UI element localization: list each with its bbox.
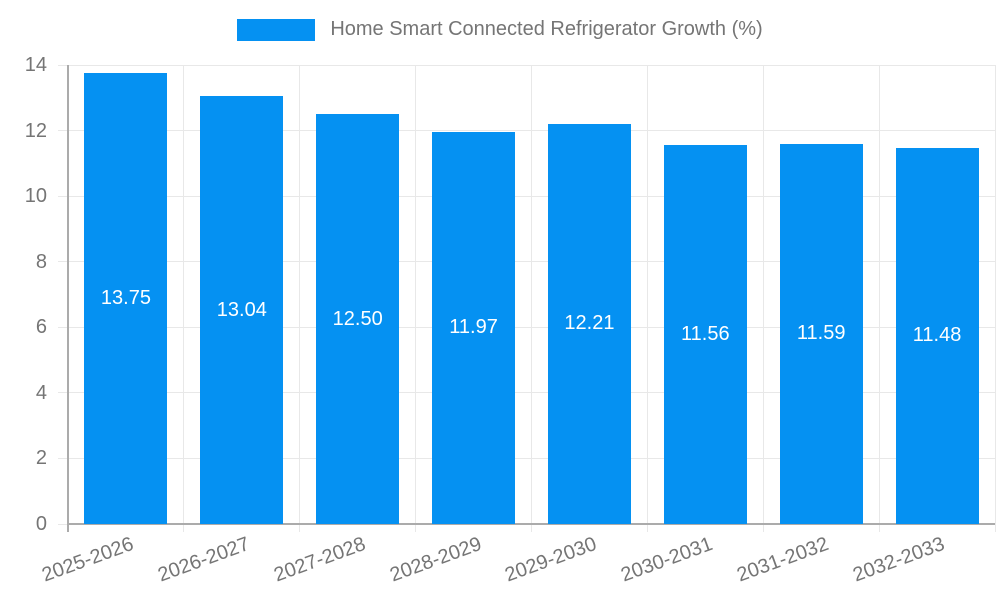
bar-value-label: 11.97 [449,316,498,339]
legend-swatch [237,18,316,41]
gridline-horizontal [58,392,995,394]
bar-2031-2032[interactable]: 11.59 [779,144,863,524]
gridline-horizontal [58,261,995,263]
bar-value-label: 11.59 [796,322,846,345]
x-tick-label: 2028-2029 [386,533,485,587]
gridline-vertical [183,65,185,532]
x-axis-line [68,523,995,525]
bar-2032-2033[interactable]: 11.48 [895,147,979,524]
bar-value-label: 11.56 [681,322,730,345]
gridline-vertical [531,65,532,532]
gridline-vertical [415,65,417,532]
y-tick-label: 8 [35,250,47,273]
x-tick-label: 2030-2031 [618,533,716,587]
y-tick-label: 12 [24,119,47,142]
bar-2029-2030[interactable]: 12.21 [547,123,631,524]
x-tick-label: 2031-2032 [734,533,832,587]
y-tick-label: 4 [35,381,47,404]
gridline-vertical [646,65,648,532]
bar-value-label: 11.48 [912,324,962,347]
y-tick-label: 14 [24,54,47,76]
y-tick-label: 6 [35,316,47,339]
x-tick-label: 2026-2027 [154,533,253,587]
legend-item[interactable]: Home Smart Connected Refrigerator Growth… [0,18,1000,41]
bar-2028-2029[interactable]: 11.97 [432,131,516,524]
gridline-horizontal [58,64,995,66]
gridline-horizontal [58,457,995,459]
y-tick-label: 10 [24,185,47,208]
gridline-vertical [878,65,880,532]
gridline-horizontal [58,326,995,328]
bar-value-label: 13.75 [100,287,151,310]
bar-value-label: 12.21 [564,312,615,335]
gridline-horizontal [58,130,995,132]
bar-2025-2026[interactable]: 13.75 [84,73,168,524]
y-axis-tick [58,523,68,525]
x-tick-label: 2027-2028 [270,533,369,587]
legend-label: Home Smart Connected Refrigerator Growth… [330,18,763,40]
y-tick-label: 0 [35,513,47,535]
y-tick-label: 2 [35,447,47,470]
gridline-horizontal [58,195,995,197]
gridline-vertical [762,65,764,532]
bar-value-label: 12.50 [332,307,383,330]
y-axis-line [67,65,69,532]
gridline-vertical [994,65,996,532]
bar-2030-2031[interactable]: 11.56 [663,144,747,524]
x-tick-label: 2029-2030 [502,533,600,587]
x-tick-label: 2025-2026 [39,533,137,587]
bar-value-label: 13.04 [216,298,267,321]
bar-2027-2028[interactable]: 12.50 [316,114,400,524]
x-tick-label: 2032-2033 [850,533,948,587]
gridline-vertical [299,65,301,532]
bar-2026-2027[interactable]: 13.04 [200,96,284,524]
